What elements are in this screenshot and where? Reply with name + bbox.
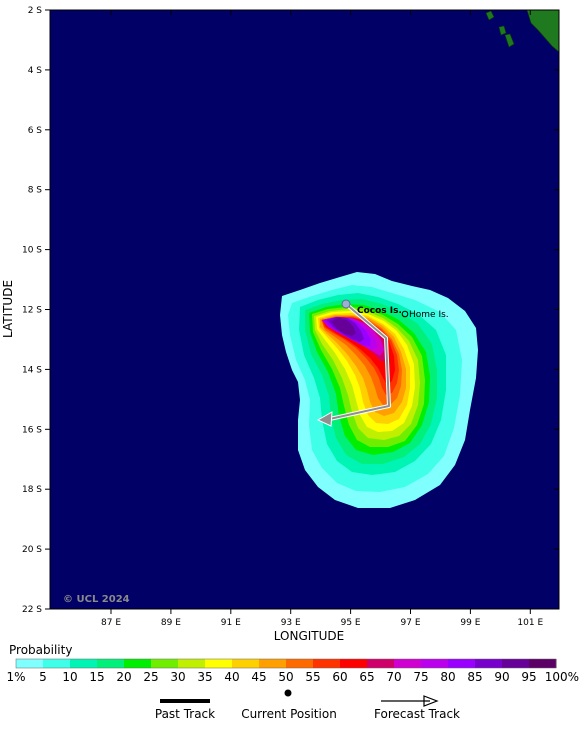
lat-tick-label: 4 S <box>28 66 43 76</box>
legend-swatch <box>124 659 152 668</box>
legend-label: 95 <box>521 670 536 684</box>
past-track-label: Past Track <box>155 707 215 721</box>
legend-swatch <box>475 659 503 668</box>
lat-tick-label: 8 S <box>28 186 43 196</box>
legend-swatch <box>205 659 233 668</box>
latitude-axis: 2 S 4 S 6 S 8 S 10 S 12 S 14 S 16 S 18 S 20 S 22 S <box>22 6 559 615</box>
lon-tick-label: 101 E <box>517 618 543 628</box>
home-island-marker <box>401 310 409 318</box>
legend-swatch <box>259 659 287 668</box>
legend-swatch <box>178 659 206 668</box>
legend-key-past: Past Track <box>155 699 215 721</box>
legend-swatch <box>286 659 314 668</box>
legend-color-bar <box>15 658 557 669</box>
legend-label: 15 <box>89 670 104 684</box>
legend-label: 90 <box>494 670 509 684</box>
forecast-track-label: Forecast Track <box>374 707 460 721</box>
probability-swath <box>280 272 478 508</box>
legend-swatch <box>97 659 125 668</box>
legend-swatch <box>70 659 98 668</box>
lat-tick-label: 14 S <box>22 365 42 375</box>
current-position-marker <box>341 299 351 309</box>
forecast-track <box>316 302 391 427</box>
legend-swatch <box>529 659 557 668</box>
legend-swatch <box>340 659 368 668</box>
legend-label: 10 <box>62 670 77 684</box>
place-label-home: Home Is. <box>409 310 449 320</box>
credit-text: © UCL 2024 <box>63 594 130 605</box>
legend-label: 60 <box>332 670 347 684</box>
lat-tick-label: 16 S <box>22 425 42 435</box>
lon-tick-label: 97 E <box>401 618 421 628</box>
legend-label: 50 <box>278 670 293 684</box>
legend-swatch <box>232 659 260 668</box>
legend-label: 35 <box>197 670 212 684</box>
legend-swatch <box>448 659 476 668</box>
legend-swatch <box>502 659 530 668</box>
legend-label: 85 <box>467 670 482 684</box>
legend-label: 55 <box>305 670 320 684</box>
lat-tick-label: 2 S <box>28 6 43 16</box>
legend-label: 65 <box>359 670 374 684</box>
legend-swatch <box>367 659 395 668</box>
legend-bar-frame <box>15 658 557 669</box>
legend-key-forecast: Forecast Track <box>374 695 460 721</box>
forecast-arrow-icon <box>423 695 439 707</box>
place-label-cocos: Cocos Is. <box>357 306 402 316</box>
legend-swatch <box>43 659 71 668</box>
lon-tick-label: 95 E <box>341 618 361 628</box>
legend-label: 30 <box>170 670 185 684</box>
longitude-axis: 87 E 89 E 91 E 93 E 95 E 97 E 99 E 101 E <box>101 10 543 628</box>
legend-label: 80 <box>440 670 455 684</box>
x-axis-title: LONGITUDE <box>274 629 344 643</box>
legend-label: 25 <box>143 670 158 684</box>
legend-label: 1% <box>6 670 25 684</box>
current-position-label: Current Position <box>241 707 337 721</box>
place-home: Home Is. <box>401 310 449 320</box>
lat-tick-label: 18 S <box>22 485 42 495</box>
lon-tick-label: 99 E <box>460 618 480 628</box>
lat-tick-label: 22 S <box>22 605 42 615</box>
lon-tick-label: 89 E <box>161 618 181 628</box>
lon-tick-label: 93 E <box>281 618 301 628</box>
legend-labels: 1% 5 10 15 20 25 30 35 40 45 50 55 60 65 70 75 80 85 90 95 1… <box>6 670 579 684</box>
place-cocos: Cocos Is. <box>357 306 402 316</box>
legend-label: 40 <box>224 670 239 684</box>
legend-label: 100% <box>545 670 579 684</box>
lat-tick-label: 10 S <box>22 246 42 256</box>
legend-swatch <box>16 659 44 668</box>
legend-label: 45 <box>251 670 266 684</box>
legend-swatch <box>421 659 449 668</box>
legend-swatch <box>151 659 179 668</box>
lon-tick-label: 91 E <box>221 618 241 628</box>
legend-label: 20 <box>116 670 131 684</box>
lat-tick-label: 6 S <box>28 126 43 136</box>
current-position-swatch <box>284 689 292 697</box>
lat-tick-label: 12 S <box>22 306 42 316</box>
legend-key-current: Current Position <box>241 689 337 721</box>
y-axis-title: LATITUDE <box>1 280 15 338</box>
lat-tick-label: 20 S <box>22 545 42 555</box>
legend-label: 70 <box>386 670 401 684</box>
legend-title: Probability <box>9 643 72 657</box>
legend-label: 5 <box>39 670 47 684</box>
legend-label: 75 <box>413 670 428 684</box>
lon-tick-label: 87 E <box>101 618 121 628</box>
legend-swatch <box>313 659 341 668</box>
legend-swatch <box>394 659 422 668</box>
